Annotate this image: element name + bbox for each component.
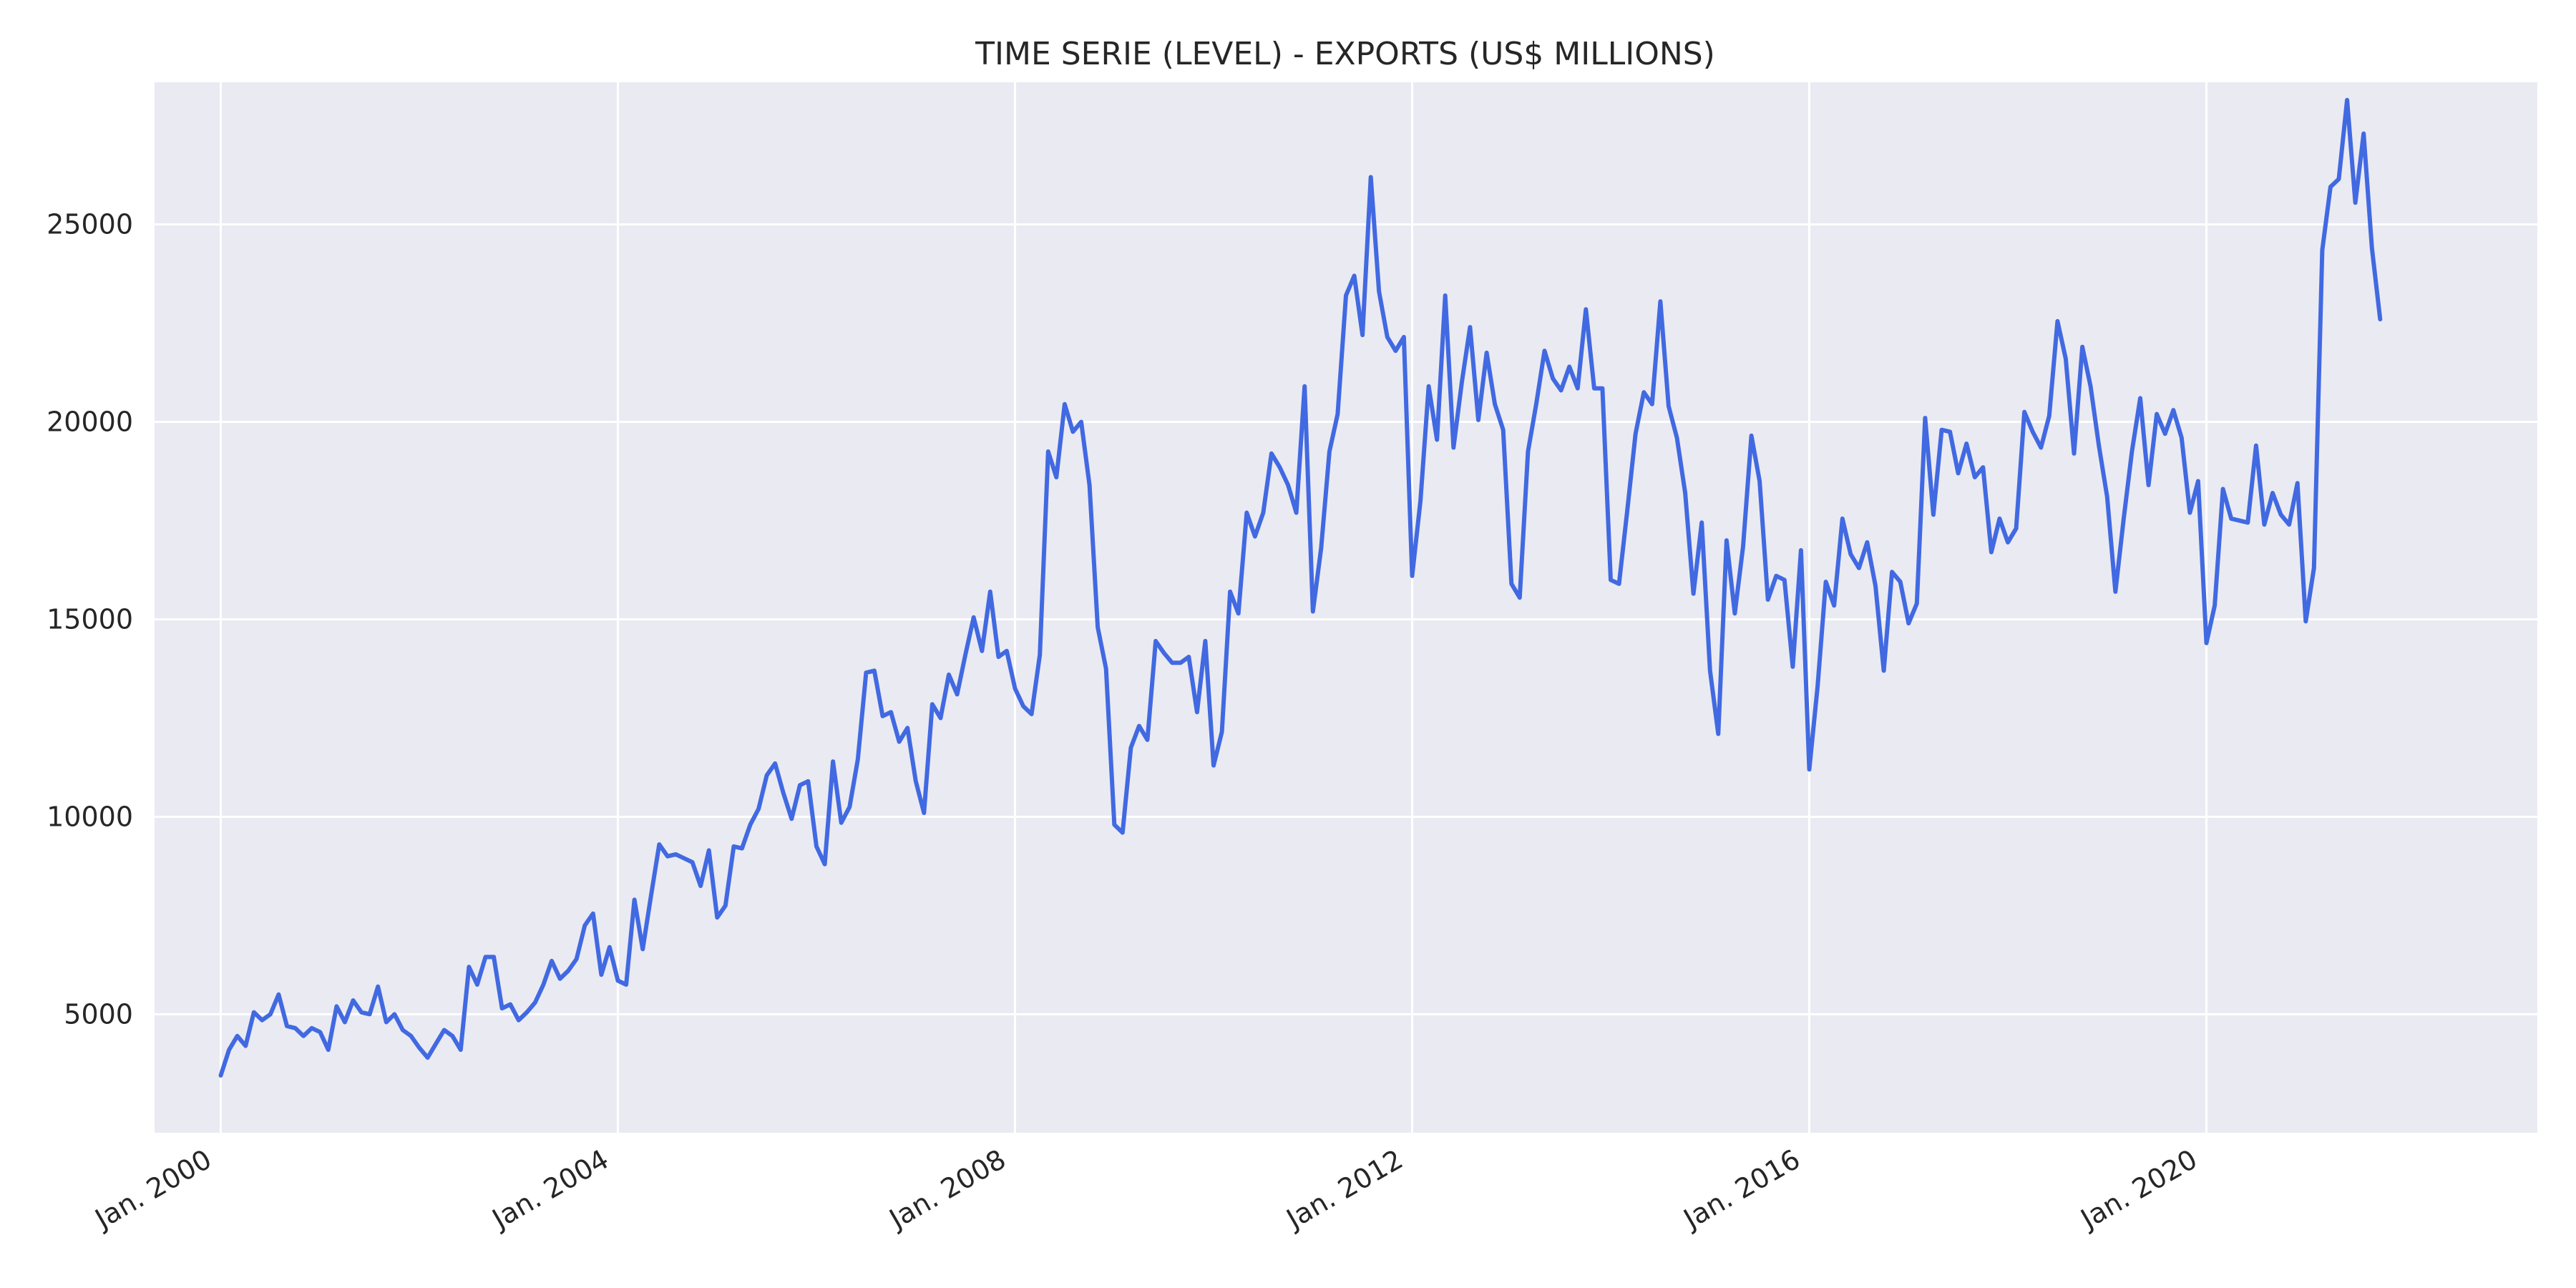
y-tick-label: 5000 [64,998,133,1030]
chart-title: TIME SERIE (LEVEL) - EXPORTS (US$ MILLIO… [975,36,1715,72]
y-tick-label: 15000 [47,604,133,635]
y-tick-label: 20000 [47,406,133,438]
y-tick-label: 25000 [47,209,133,240]
exports-series-line [218,97,2383,1078]
y-tick-label: 10000 [47,801,133,832]
plot-area [155,82,2537,1133]
